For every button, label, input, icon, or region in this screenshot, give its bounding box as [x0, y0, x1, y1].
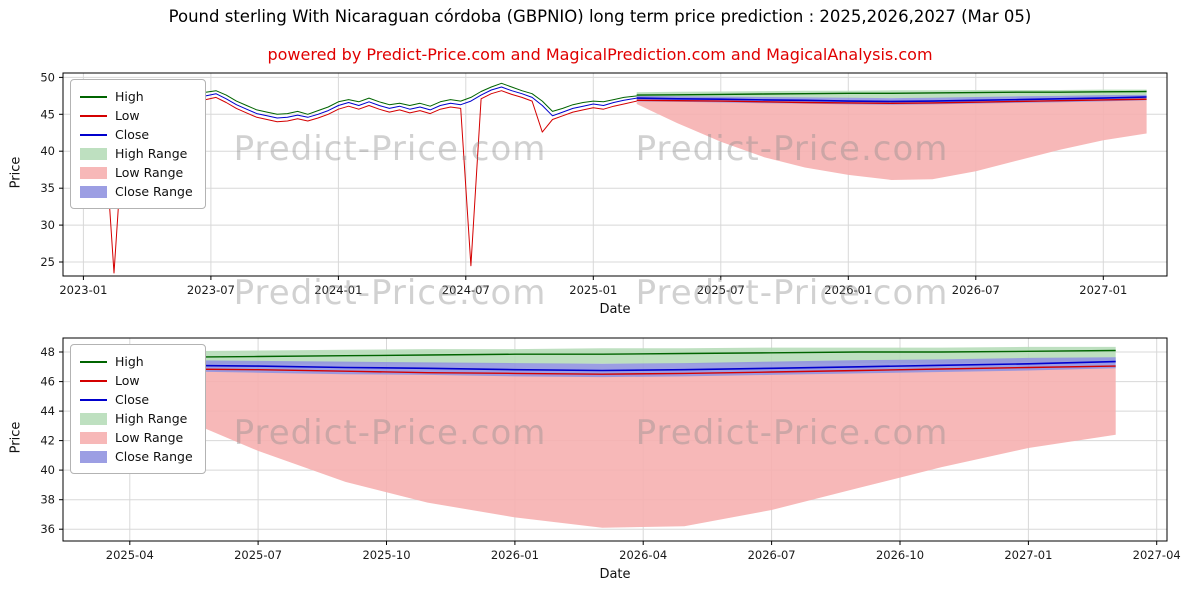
- svg-text:45: 45: [40, 107, 55, 121]
- svg-text:2026-07: 2026-07: [952, 283, 1000, 297]
- svg-text:46: 46: [40, 375, 55, 389]
- svg-text:40: 40: [40, 463, 55, 477]
- svg-text:2026-01: 2026-01: [491, 548, 539, 562]
- legend-item-close: Close: [80, 125, 193, 144]
- svg-text:48: 48: [40, 345, 55, 359]
- legend-item-low-range: Low Range: [80, 428, 193, 447]
- svg-text:2023-01: 2023-01: [59, 283, 107, 297]
- low-line-swatch: [80, 114, 107, 117]
- high-line-swatch: [80, 95, 107, 98]
- legend-item-high-range: High Range: [80, 409, 193, 428]
- high-range-patch-swatch: [80, 412, 107, 425]
- svg-text:35: 35: [40, 181, 55, 195]
- svg-text:2026-07: 2026-07: [748, 548, 796, 562]
- svg-text:2025-07: 2025-07: [234, 548, 282, 562]
- close-line-swatch: [80, 398, 107, 401]
- legend-item-low-range: Low Range: [80, 163, 193, 182]
- svg-text:2023-07: 2023-07: [187, 283, 235, 297]
- high-range-patch-swatch: [80, 147, 107, 160]
- close-range-patch-swatch: [80, 185, 107, 198]
- low-range-patch-swatch: [80, 431, 107, 444]
- svg-text:2027-04: 2027-04: [1133, 548, 1181, 562]
- svg-text:2027-01: 2027-01: [1079, 283, 1127, 297]
- svg-text:50: 50: [40, 70, 55, 84]
- legend-top: High Low Close High Range Low Range Clos…: [70, 79, 206, 209]
- svg-text:2025-01: 2025-01: [569, 283, 617, 297]
- x-axis-label-bottom: Date: [599, 567, 631, 582]
- legend-item-close: Close: [80, 390, 193, 409]
- svg-text:38: 38: [40, 493, 55, 507]
- svg-text:30: 30: [40, 218, 55, 232]
- svg-text:2027-01: 2027-01: [1004, 548, 1052, 562]
- svg-text:25: 25: [40, 255, 55, 269]
- legend-item-low: Low: [80, 106, 193, 125]
- close-range-patch-swatch: [80, 450, 107, 463]
- svg-text:2024-07: 2024-07: [442, 283, 490, 297]
- svg-text:42: 42: [40, 434, 55, 448]
- legend-item-high: High: [80, 87, 193, 106]
- chart-0: 2023-01 2023-07 2024-01 2024-07 2025-01 2025-…: [40, 70, 1168, 297]
- svg-text:2024-01: 2024-01: [314, 283, 362, 297]
- y-axis-label-top: Price: [8, 156, 24, 189]
- svg-text:40: 40: [40, 144, 55, 158]
- legend-item-close-range: Close Range: [80, 447, 193, 466]
- legend-item-low: Low: [80, 371, 193, 390]
- svg-text:2025-10: 2025-10: [362, 548, 410, 562]
- legend-bottom: High Low Close High Range Low Range Clos…: [70, 344, 206, 474]
- svg-text:2026-10: 2026-10: [876, 548, 924, 562]
- close-line-swatch: [80, 133, 107, 136]
- svg-text:44: 44: [40, 404, 55, 418]
- svg-text:2026-01: 2026-01: [824, 283, 872, 297]
- svg-text:2025-07: 2025-07: [697, 283, 745, 297]
- x-axis-label-top: Date: [599, 302, 631, 317]
- legend-item-close-range: Close Range: [80, 182, 193, 201]
- chart-subtitle: powered by Predict-Price.com and Magical…: [267, 45, 933, 64]
- high-line-swatch: [80, 360, 107, 363]
- svg-text:2026-04: 2026-04: [619, 548, 667, 562]
- low-line-swatch: [80, 379, 107, 382]
- y-axis-label-bottom: Price: [8, 421, 24, 454]
- chart-title: Pound sterling With Nicaraguan córdoba (…: [168, 7, 1032, 26]
- legend-item-high: High: [80, 352, 193, 371]
- legend-item-high-range: High Range: [80, 144, 193, 163]
- chart-1: 2025-04 2025-07 2025-10 2026-01 2026-04 2026-…: [40, 337, 1181, 562]
- svg-text:2025-04: 2025-04: [106, 548, 154, 562]
- low-range-patch-swatch: [80, 166, 107, 179]
- svg-text:36: 36: [40, 522, 55, 536]
